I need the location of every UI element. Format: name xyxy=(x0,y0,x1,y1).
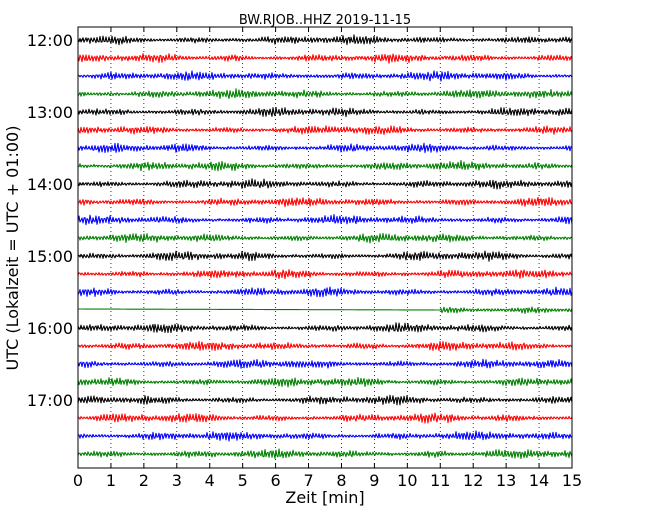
x-tick-label: 12 xyxy=(463,471,483,490)
plot-background xyxy=(78,27,572,468)
y-tick-label: 16:00 xyxy=(27,319,73,338)
x-tick-label: 15 xyxy=(562,471,582,490)
x-tick-label: 7 xyxy=(303,471,313,490)
trace-1545 xyxy=(78,306,573,314)
trace-1700 xyxy=(77,394,573,406)
trace-1715 xyxy=(77,412,573,424)
x-tick-label: 6 xyxy=(271,471,281,490)
x-tick-label: 0 xyxy=(73,471,83,490)
x-tick-label: 4 xyxy=(205,471,215,490)
y-tick-label: 17:00 xyxy=(27,391,73,410)
y-tick-label: 12:00 xyxy=(27,31,73,50)
trace-1415 xyxy=(77,196,573,208)
x-tick-label: 2 xyxy=(139,471,149,490)
trace-1215 xyxy=(77,52,573,64)
trace-1400 xyxy=(77,178,573,190)
y-tick-label: 13:00 xyxy=(27,103,73,122)
trace-1230 xyxy=(77,70,573,82)
trace-1515 xyxy=(77,269,573,280)
trace-1630 xyxy=(77,358,573,369)
y-tick-label: 14:00 xyxy=(27,175,73,194)
x-tick-label: 3 xyxy=(172,471,182,490)
chart-title: BW.RJOB..HHZ 2019-11-15 xyxy=(239,13,411,28)
x-axis: 0 1 2 3 4 5 6 7 8 9 10 11 12 13 14 15 xyxy=(73,27,582,490)
trace-1445 xyxy=(77,232,573,244)
grid-lines xyxy=(110,27,540,468)
trace-1315 xyxy=(77,125,573,136)
y-tick-label: 15:00 xyxy=(27,247,73,266)
trace-1200 xyxy=(77,34,573,46)
x-tick-label: 1 xyxy=(106,471,116,490)
trace-1615 xyxy=(77,340,573,352)
x-tick-label: 8 xyxy=(336,471,346,490)
trace-1430 xyxy=(77,214,573,226)
traces-group xyxy=(77,34,573,460)
trace-1500 xyxy=(77,250,573,262)
x-tick-label: 11 xyxy=(430,471,450,490)
x-tick-label: 9 xyxy=(369,471,379,490)
trace-1600 xyxy=(77,322,573,334)
trace-1730 xyxy=(77,430,573,442)
x-tick-label: 13 xyxy=(496,471,516,490)
trace-1645 xyxy=(77,377,573,388)
y-axis: 12:00 13:00 14:00 15:00 16:00 17:00 xyxy=(27,31,572,410)
trace-1300 xyxy=(77,106,573,118)
y-axis-label: UTC (Lokalzeit = UTC + 01:00) xyxy=(3,126,22,371)
x-tick-label: 14 xyxy=(529,471,549,490)
plot-frame xyxy=(77,26,573,469)
x-axis-label: Zeit [min] xyxy=(285,488,364,507)
trace-1330 xyxy=(77,142,573,154)
trace-1530 xyxy=(77,286,573,298)
x-tick-label: 10 xyxy=(397,471,417,490)
trace-1345 xyxy=(77,159,573,172)
x-tick-label: 5 xyxy=(238,471,248,490)
trace-1245 xyxy=(77,88,573,99)
trace-1745 xyxy=(77,448,573,460)
